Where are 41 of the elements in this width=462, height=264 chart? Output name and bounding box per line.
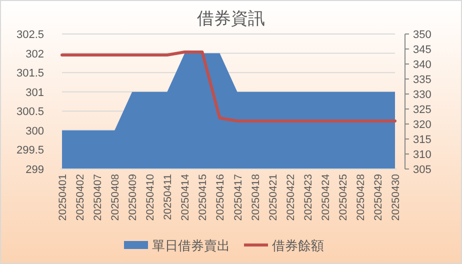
y2-tick-label: 340 <box>413 59 432 71</box>
x-tick-label: 20250409 <box>127 174 140 221</box>
y2-tick-label: 315 <box>413 134 432 146</box>
y2-tick-label: 350 <box>413 29 432 41</box>
y2-tick-label: 310 <box>413 149 432 161</box>
x-tick-label: 20250415 <box>197 174 210 221</box>
y-tick-label: 301 <box>26 86 44 99</box>
y2-tick-label: 330 <box>413 89 432 101</box>
y-tick-label: 299 <box>26 164 44 176</box>
x-tick-label: 20250425 <box>337 174 350 221</box>
chart-title: 借券資訊 <box>197 9 265 28</box>
y-tick-label: 299.5 <box>16 144 44 157</box>
x-tick-label: 20250417 <box>232 174 244 221</box>
x-tick-label: 20250424 <box>320 174 332 221</box>
legend-label: 借券餘額 <box>272 238 324 253</box>
x-tick-label: 20250408 <box>110 174 122 221</box>
y2-tick-label: 320 <box>413 119 432 131</box>
y-tick-label: 302 <box>26 48 44 60</box>
x-tick-label: 20250411 <box>162 174 174 220</box>
y-tick-label: 300 <box>26 125 44 138</box>
x-tick-label: 20250401 <box>57 174 69 221</box>
x-tick-label: 20250430 <box>390 174 402 221</box>
x-tick-label: 20250402 <box>74 174 87 221</box>
x-tick-label: 20250416 <box>214 174 227 221</box>
y2-tick-label: 325 <box>413 104 432 116</box>
x-tick-label: 20250429 <box>372 174 384 221</box>
x-tick-label: 20250407 <box>92 174 104 221</box>
x-tick-label: 20250421 <box>267 174 280 221</box>
y2-tick-label: 335 <box>413 74 432 86</box>
legend-label: 單日借券賣出 <box>152 238 230 253</box>
y2-tick-label: 305 <box>413 164 432 176</box>
y-tick-label: 301.5 <box>16 68 44 80</box>
x-tick-label: 20250414 <box>180 174 192 221</box>
x-tick-label: 20250428 <box>354 174 367 221</box>
x-tick-label: 20250418 <box>250 174 262 221</box>
x-tick-label: 20250423 <box>302 174 314 221</box>
x-tick-label: 20250410 <box>144 174 157 221</box>
y-tick-label: 302.5 <box>16 29 44 41</box>
y-tick-label: 300.5 <box>16 106 44 118</box>
y2-tick-label: 345 <box>413 44 432 56</box>
x-tick-label: 20250422 <box>284 174 297 221</box>
